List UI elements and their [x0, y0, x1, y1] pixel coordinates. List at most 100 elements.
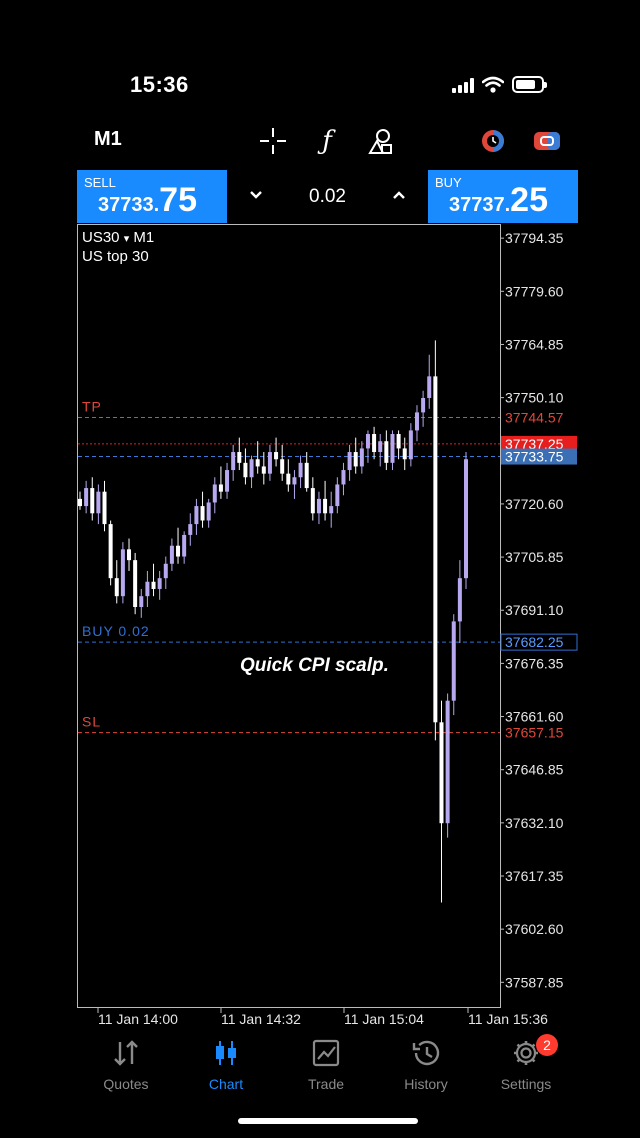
- candle-body: [414, 412, 419, 431]
- candle-body: [114, 578, 119, 597]
- candle-body: [243, 462, 248, 478]
- price-tag-text-entry: 37682.25: [505, 634, 564, 650]
- crosshair-icon[interactable]: [258, 126, 288, 156]
- volume-control: 0.02: [227, 170, 428, 223]
- price-tag-text-ask: 37737.25: [505, 436, 564, 452]
- nav-history-label: History: [404, 1076, 448, 1092]
- chart-toolbar: M1 ƒ: [0, 120, 640, 160]
- candle-body: [120, 549, 125, 597]
- chart-annotation-text: Quick CPI scalp.: [240, 655, 389, 676]
- y-tick-label: 37720.60: [505, 496, 564, 512]
- nav-quotes[interactable]: Quotes: [76, 1036, 176, 1092]
- candle-body: [169, 545, 174, 564]
- function-icon[interactable]: ƒ: [322, 126, 332, 156]
- trade-icon: [276, 1036, 376, 1070]
- candle-body: [323, 498, 328, 514]
- objects-icon[interactable]: [366, 126, 396, 156]
- chart-icon: [176, 1036, 276, 1070]
- candle-body: [127, 549, 132, 561]
- candle-body: [402, 448, 407, 460]
- candle-body: [298, 462, 303, 478]
- y-tick-label: 37602.60: [505, 921, 564, 937]
- symbol-description: US top 30: [82, 248, 149, 265]
- y-tick-label: 37661.60: [505, 709, 564, 725]
- y-tick-label: 37676.35: [505, 655, 564, 671]
- candle-body: [218, 484, 223, 492]
- nav-quotes-label: Quotes: [103, 1076, 149, 1092]
- candle-body: [231, 452, 236, 471]
- candle-body: [378, 441, 383, 453]
- candle-body: [249, 459, 254, 478]
- buy-price: 37737. 25: [449, 181, 548, 219]
- notification-badge: 2: [536, 1034, 558, 1056]
- nav-history[interactable]: History: [376, 1036, 476, 1092]
- candle-body: [365, 434, 370, 449]
- nav-chart-label: Chart: [208, 1076, 244, 1092]
- candle-body: [157, 578, 162, 589]
- one-click-trading-icon[interactable]: [532, 126, 562, 156]
- candle-body: [78, 498, 82, 507]
- candle-body: [182, 534, 187, 557]
- wifi-icon: [482, 76, 504, 93]
- candle-body: [372, 434, 377, 453]
- candle-body: [451, 621, 456, 701]
- nav-settings-label: Settings: [500, 1076, 552, 1092]
- candle-body: [396, 434, 401, 449]
- volume-decrease-button[interactable]: [249, 184, 263, 205]
- candle-body: [188, 524, 193, 535]
- buy-label: BUY: [435, 175, 462, 190]
- y-tick-label: 37691.10: [505, 602, 564, 618]
- symbol-header[interactable]: US30 ▾ M1: [82, 229, 154, 246]
- level-label-TP: TP: [82, 399, 102, 415]
- x-tick-label: 11 Jan 15:36: [468, 1011, 548, 1027]
- nav-settings[interactable]: Settings 2: [476, 1034, 576, 1092]
- bottom-navigation: Quotes Chart Trade History: [0, 1034, 640, 1096]
- candle-body: [237, 452, 242, 463]
- y-tick-label: 37764.85: [505, 336, 564, 352]
- sell-button[interactable]: SELL 37733. 75: [77, 170, 227, 223]
- candle-body: [274, 452, 279, 460]
- candle-body: [194, 506, 199, 525]
- level-label-SL: SL: [82, 714, 101, 730]
- timeframe-selector[interactable]: M1: [94, 128, 122, 150]
- price-tag-text-bid: 37733.75: [505, 449, 564, 465]
- candle-body: [316, 498, 321, 514]
- candle-body: [390, 434, 395, 463]
- candle-body: [139, 596, 144, 607]
- price-tag-text-SL: 37657.15: [505, 725, 564, 741]
- sell-price: 37733. 75: [98, 181, 197, 219]
- candle-body: [427, 376, 432, 398]
- candle-body: [261, 466, 266, 474]
- y-tick-label: 37646.85: [505, 762, 564, 778]
- y-tick-label: 37587.85: [505, 974, 564, 990]
- chart-canvas[interactable]: [77, 224, 501, 1008]
- price-tag-entry: [500, 633, 578, 651]
- y-tick-label: 37632.10: [505, 815, 564, 831]
- candle-body: [212, 484, 217, 503]
- algo-trading-icon[interactable]: [478, 126, 508, 156]
- gear-icon: [476, 1036, 576, 1070]
- x-tick-label: 11 Jan 15:04: [344, 1011, 424, 1027]
- candle-body: [335, 484, 340, 507]
- y-tick-label: 37705.85: [505, 549, 564, 565]
- candle-body: [304, 462, 309, 489]
- candle-body: [347, 452, 352, 471]
- candle-body: [359, 448, 364, 467]
- candle-body: [108, 524, 113, 579]
- candle-body: [286, 473, 291, 485]
- candle-body: [421, 397, 426, 413]
- volume-increase-button[interactable]: [392, 184, 406, 205]
- nav-trade[interactable]: Trade: [276, 1036, 376, 1092]
- buy-button[interactable]: BUY 37737. 25: [428, 170, 578, 223]
- candle-body: [445, 700, 450, 824]
- candle-body: [200, 506, 205, 521]
- candle-body: [384, 441, 389, 463]
- candle-body: [353, 452, 358, 467]
- x-tick-label: 11 Jan 14:00: [98, 1011, 178, 1027]
- price-tag-ask: [501, 435, 577, 452]
- candle-body: [439, 722, 444, 824]
- nav-chart[interactable]: Chart: [176, 1036, 276, 1092]
- candle-body: [408, 430, 413, 460]
- volume-value[interactable]: 0.02: [309, 185, 346, 207]
- chart-period: M1: [133, 229, 155, 246]
